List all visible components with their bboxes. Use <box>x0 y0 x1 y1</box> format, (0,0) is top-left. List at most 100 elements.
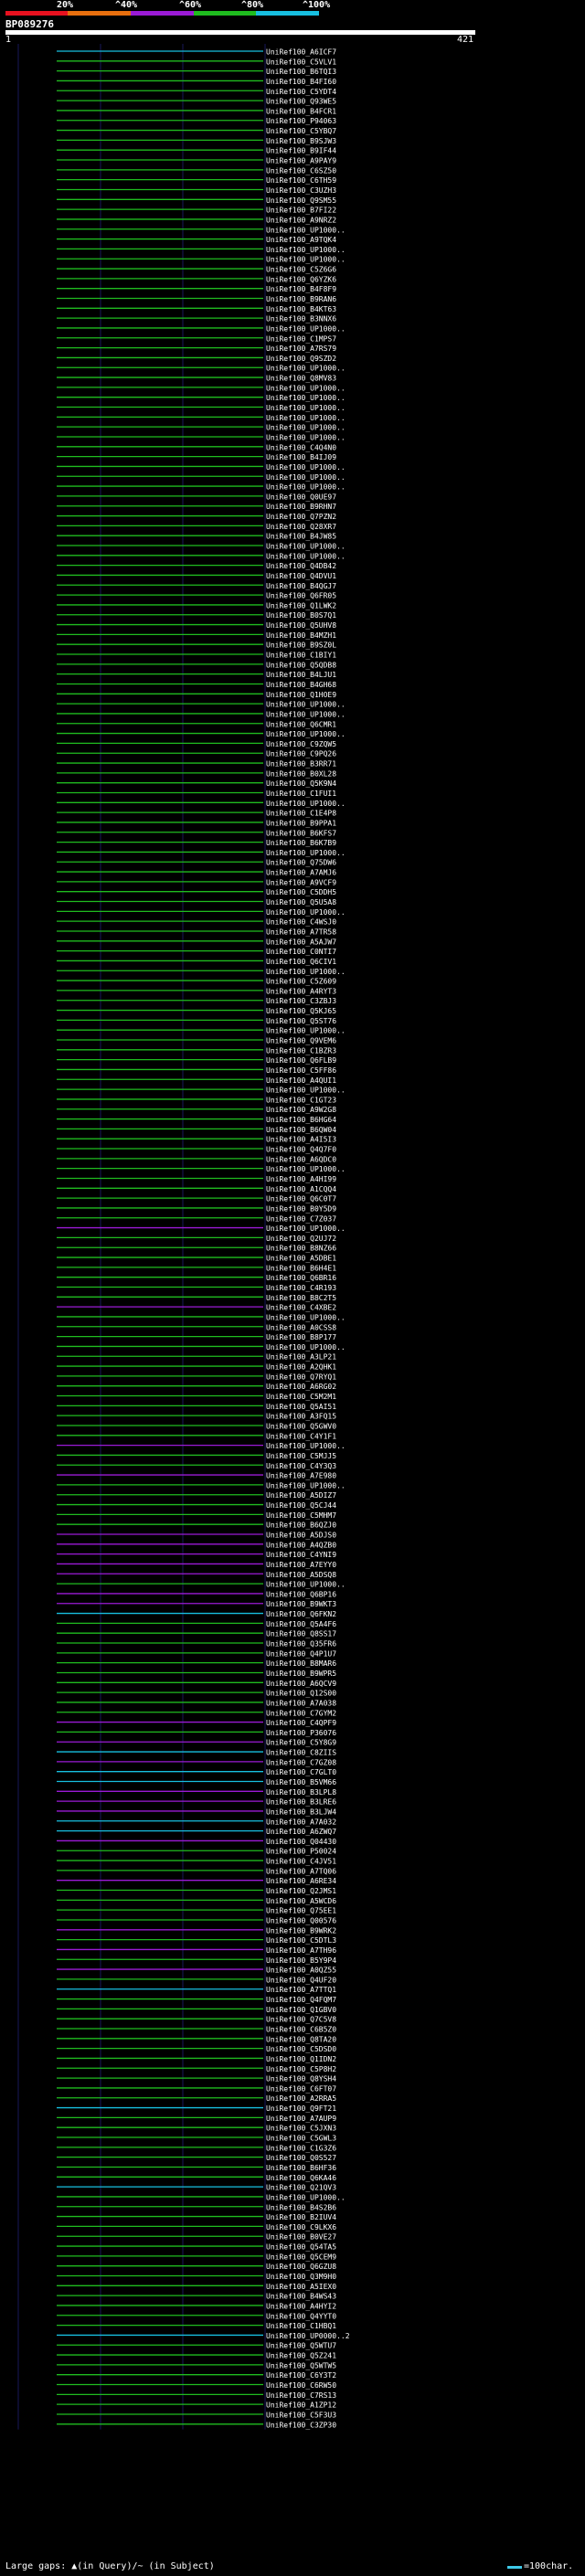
hit-label-114[interactable]: UniRef100_A4HI99 <box>266 1175 336 1183</box>
hit-label-92[interactable]: UniRef100_Q6CIV1 <box>266 958 336 966</box>
hit-label-16[interactable]: UniRef100_B7FI22 <box>266 207 336 215</box>
hit-label-205[interactable]: UniRef100_Q8YSH4 <box>266 2075 336 2083</box>
hit-label-47[interactable]: UniRef100_Q7PZN2 <box>266 513 336 521</box>
hit-label-87[interactable]: UniRef100_UP1000.. <box>266 908 346 917</box>
hit-label-2[interactable]: UniRef100_B6TQI3 <box>266 68 336 76</box>
hit-label-230[interactable]: UniRef100_C1HBQ1 <box>266 2322 336 2330</box>
hit-label-112[interactable]: UniRef100_A6QDC0 <box>266 1155 336 1163</box>
hit-label-68[interactable]: UniRef100_Q6CMR1 <box>266 720 336 728</box>
hit-label-215[interactable]: UniRef100_Q6KA46 <box>266 2174 336 2182</box>
hit-label-184[interactable]: UniRef100_A7TQ06 <box>266 1867 336 1875</box>
hit-label-137[interactable]: UniRef100_Q5AI51 <box>266 1403 336 1411</box>
hit-label-150[interactable]: UniRef100_A5DJS0 <box>266 1532 336 1540</box>
hit-label-216[interactable]: UniRef100_Q21QV3 <box>266 2184 336 2192</box>
hit-label-240[interactable]: UniRef100_C3ZP30 <box>266 2421 336 2429</box>
hit-label-51[interactable]: UniRef100_UP1000.. <box>266 552 346 560</box>
hit-label-71[interactable]: UniRef100_C9PQ26 <box>266 750 336 758</box>
hit-label-129[interactable]: UniRef100_A0CSS8 <box>266 1323 336 1331</box>
hit-label-21[interactable]: UniRef100_UP1000.. <box>266 256 346 264</box>
hit-label-40[interactable]: UniRef100_C4Q4N0 <box>266 443 336 451</box>
hit-label-221[interactable]: UniRef100_B0VE27 <box>266 2233 336 2242</box>
hit-label-190[interactable]: UniRef100_B9WRK2 <box>266 1926 336 1935</box>
hit-label-20[interactable]: UniRef100_UP1000.. <box>266 246 346 254</box>
hit-label-59[interactable]: UniRef100_B4MZH1 <box>266 631 336 640</box>
hit-label-117[interactable]: UniRef100_B0Y5D9 <box>266 1204 336 1213</box>
hit-label-14[interactable]: UniRef100_C3UZH3 <box>266 186 336 195</box>
hit-label-187[interactable]: UniRef100_A5WCD6 <box>266 1897 336 1905</box>
hit-label-74[interactable]: UniRef100_Q5K9N4 <box>266 779 336 788</box>
hit-label-193[interactable]: UniRef100_B5Y9P4 <box>266 1956 336 1965</box>
hit-label-108[interactable]: UniRef100_B6HG64 <box>266 1116 336 1124</box>
hit-label-174[interactable]: UniRef100_C7GLT0 <box>266 1768 336 1776</box>
hit-label-198[interactable]: UniRef100_Q1GBV0 <box>266 2006 336 2014</box>
hit-label-155[interactable]: UniRef100_UP1000.. <box>266 1581 346 1589</box>
hit-label-171[interactable]: UniRef100_C5Y8G9 <box>266 1739 336 1747</box>
hit-label-69[interactable]: UniRef100_UP1000.. <box>266 730 346 738</box>
hit-label-12[interactable]: UniRef100_C6SZ50 <box>266 166 336 175</box>
hit-label-30[interactable]: UniRef100_A7RS79 <box>266 345 336 353</box>
hit-label-101[interactable]: UniRef100_C1BZR3 <box>266 1046 336 1055</box>
hit-label-158[interactable]: UniRef100_Q6FKN2 <box>266 1610 336 1618</box>
hit-label-163[interactable]: UniRef100_B8MAR6 <box>266 1659 336 1668</box>
hit-label-32[interactable]: UniRef100_UP1000.. <box>266 365 346 373</box>
hit-label-106[interactable]: UniRef100_C1GT23 <box>266 1096 336 1104</box>
hit-label-160[interactable]: UniRef100_Q8SS17 <box>266 1630 336 1638</box>
hit-label-91[interactable]: UniRef100_C0NTI7 <box>266 948 336 956</box>
hit-label-7[interactable]: UniRef100_P94063 <box>266 117 336 125</box>
hit-label-169[interactable]: UniRef100_C4QPF9 <box>266 1719 336 1727</box>
hit-label-0[interactable]: UniRef100_A6ICF7 <box>266 48 336 57</box>
hit-label-139[interactable]: UniRef100_Q5GWV0 <box>266 1422 336 1430</box>
hit-label-149[interactable]: UniRef100_B6QZJ0 <box>266 1521 336 1530</box>
hit-label-58[interactable]: UniRef100_Q5UHV8 <box>266 621 336 630</box>
hit-label-153[interactable]: UniRef100_A7EYY0 <box>266 1561 336 1569</box>
hit-label-50[interactable]: UniRef100_UP1000.. <box>266 543 346 551</box>
hit-label-148[interactable]: UniRef100_C5MHM7 <box>266 1511 336 1520</box>
hit-label-81[interactable]: UniRef100_UP1000.. <box>266 849 346 857</box>
hit-label-141[interactable]: UniRef100_UP1000.. <box>266 1442 346 1450</box>
hit-label-182[interactable]: UniRef100_P50024 <box>266 1848 336 1856</box>
hit-label-131[interactable]: UniRef100_UP1000.. <box>266 1343 346 1352</box>
hit-label-170[interactable]: UniRef100_P36076 <box>266 1729 336 1737</box>
hit-label-228[interactable]: UniRef100_A4HYI2 <box>266 2302 336 2310</box>
hit-label-107[interactable]: UniRef100_A9W2G8 <box>266 1106 336 1114</box>
hit-label-60[interactable]: UniRef100_B9SZ0L <box>266 641 336 650</box>
hit-label-136[interactable]: UniRef100_C5M2M1 <box>266 1393 336 1401</box>
hit-label-231[interactable]: UniRef100_UP0000..2 <box>266 2332 350 2340</box>
hit-label-123[interactable]: UniRef100_B6H4E1 <box>266 1264 336 1272</box>
hit-label-62[interactable]: UniRef100_Q5QDB8 <box>266 661 336 669</box>
hit-label-120[interactable]: UniRef100_Q2UJ72 <box>266 1235 336 1243</box>
hit-label-164[interactable]: UniRef100_B9WPR5 <box>266 1670 336 1678</box>
hit-label-207[interactable]: UniRef100_A2RRA5 <box>266 2094 336 2103</box>
hit-label-180[interactable]: UniRef100_A6ZWQ7 <box>266 1828 336 1836</box>
hit-label-168[interactable]: UniRef100_C7GYM2 <box>266 1709 336 1717</box>
hit-label-144[interactable]: UniRef100_A7E980 <box>266 1472 336 1480</box>
hit-label-34[interactable]: UniRef100_UP1000.. <box>266 384 346 392</box>
hit-label-89[interactable]: UniRef100_A7TR58 <box>266 928 336 936</box>
hit-label-227[interactable]: UniRef100_B4WS43 <box>266 2293 336 2301</box>
hit-label-15[interactable]: UniRef100_Q9SM55 <box>266 196 336 205</box>
hit-label-209[interactable]: UniRef100_A7AUP9 <box>266 2115 336 2123</box>
hit-label-167[interactable]: UniRef100_A7A038 <box>266 1699 336 1707</box>
hit-label-143[interactable]: UniRef100_C4Y3Q3 <box>266 1462 336 1470</box>
hit-label-237[interactable]: UniRef100_C7RS13 <box>266 2391 336 2400</box>
hit-label-212[interactable]: UniRef100_C1G3Z6 <box>266 2144 336 2152</box>
hit-label-236[interactable]: UniRef100_C6RW50 <box>266 2381 336 2390</box>
hit-label-96[interactable]: UniRef100_C3ZBJ3 <box>266 997 336 1005</box>
hit-label-194[interactable]: UniRef100_A0QZ55 <box>266 1966 336 1975</box>
hit-label-138[interactable]: UniRef100_A3FQ15 <box>266 1413 336 1421</box>
hit-label-235[interactable]: UniRef100_C6Y3T2 <box>266 2371 336 2380</box>
hit-label-86[interactable]: UniRef100_Q5U5A8 <box>266 898 336 906</box>
hit-label-165[interactable]: UniRef100_A6QCV9 <box>266 1680 336 1688</box>
hit-label-115[interactable]: UniRef100_A1CQQ4 <box>266 1185 336 1193</box>
hit-label-220[interactable]: UniRef100_C9LKX6 <box>266 2223 336 2231</box>
hit-label-195[interactable]: UniRef100_Q4UF20 <box>266 1976 336 1984</box>
hit-label-49[interactable]: UniRef100_B4JW85 <box>266 533 336 541</box>
hit-label-238[interactable]: UniRef100_A1ZP12 <box>266 2401 336 2410</box>
hit-label-37[interactable]: UniRef100_UP1000.. <box>266 414 346 422</box>
hit-label-42[interactable]: UniRef100_UP1000.. <box>266 463 346 472</box>
hit-label-224[interactable]: UniRef100_Q6GZU8 <box>266 2263 336 2271</box>
hit-label-10[interactable]: UniRef100_B9IF44 <box>266 147 336 155</box>
hit-label-127[interactable]: UniRef100_C4XBE2 <box>266 1304 336 1312</box>
hit-label-53[interactable]: UniRef100_Q4DVU1 <box>266 572 336 580</box>
hit-label-217[interactable]: UniRef100_UP1000.. <box>266 2193 346 2201</box>
